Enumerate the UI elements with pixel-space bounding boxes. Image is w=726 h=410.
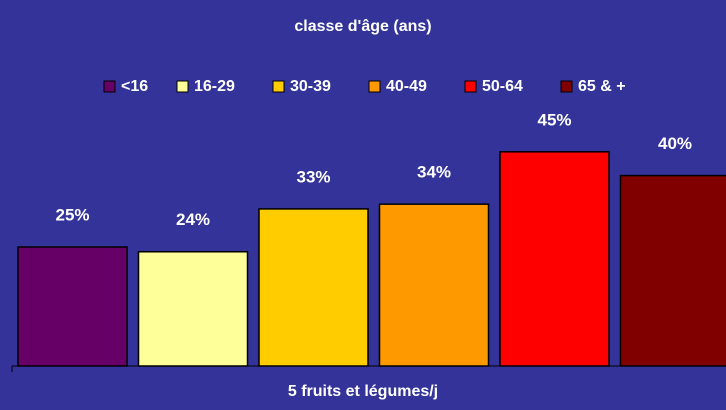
bar [137, 251, 249, 367]
data-label: 45% [537, 110, 571, 129]
data-label: 24% [176, 210, 210, 229]
legend-label: 40-49 [386, 78, 427, 95]
data-label: 34% [417, 163, 451, 182]
data-label: 33% [296, 167, 330, 186]
legend-label: 65 & + [578, 78, 626, 95]
bar [17, 246, 128, 367]
data-label: 40% [658, 134, 692, 153]
legend-label: 50-64 [482, 78, 523, 95]
bar [378, 203, 490, 367]
data-label: 25% [55, 205, 89, 224]
x-category-label: 5 fruits et légumes/j [288, 383, 438, 400]
legend-swatch [272, 80, 285, 93]
legend-label: <16 [121, 78, 148, 95]
legend-swatch [560, 80, 573, 93]
legend-swatch [176, 80, 189, 93]
legend-label: 16-29 [194, 78, 235, 95]
bar [499, 151, 610, 367]
bar [258, 208, 369, 367]
legend-swatch [103, 80, 116, 93]
bar [619, 174, 726, 367]
legend-swatch [464, 80, 477, 93]
chart-title: classe d'âge (ans) [294, 18, 431, 35]
legend-swatch [368, 80, 381, 93]
legend-label: 30-39 [290, 78, 331, 95]
